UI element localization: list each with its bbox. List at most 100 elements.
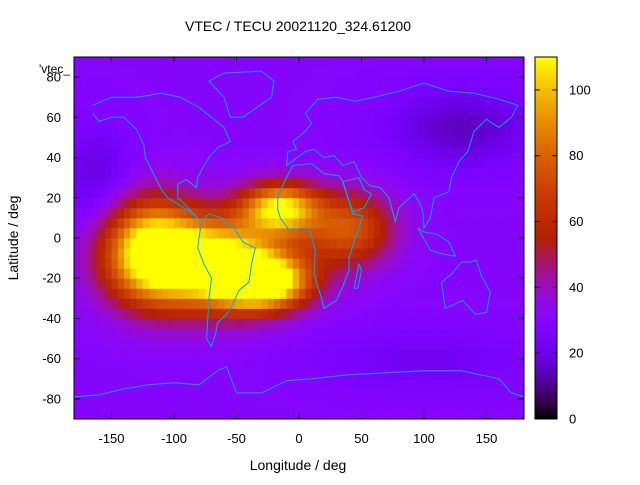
heatmap-cell xyxy=(124,157,131,169)
heatmap-cell xyxy=(217,308,225,319)
heatmap-cell xyxy=(361,177,369,189)
heatmap-cell xyxy=(261,338,269,350)
heatmap-cell xyxy=(436,338,444,350)
heatmap-cell xyxy=(405,278,412,289)
heatmap-cell xyxy=(430,207,437,219)
heatmap-cell xyxy=(92,227,100,239)
heatmap-cell xyxy=(392,398,400,410)
heatmap-cell xyxy=(517,147,525,159)
heatmap-cell xyxy=(467,67,475,78)
heatmap-cell xyxy=(161,308,169,319)
heatmap-cell xyxy=(324,177,331,189)
heatmap-cell xyxy=(155,298,162,309)
heatmap-cell xyxy=(224,258,231,269)
heatmap-cell xyxy=(405,137,412,148)
heatmap-cell xyxy=(449,238,456,249)
heatmap-cell xyxy=(467,248,475,259)
heatmap-cell xyxy=(149,57,156,68)
heatmap-cell xyxy=(517,117,525,128)
heatmap-cell xyxy=(392,187,400,199)
heatmap-cell xyxy=(242,288,250,299)
heatmap-cell xyxy=(317,328,325,340)
heatmap-cell xyxy=(361,157,369,169)
heatmap-cell xyxy=(380,318,387,329)
heatmap-cell xyxy=(117,147,125,159)
heatmap-cell xyxy=(317,127,325,138)
heatmap-cell xyxy=(255,117,262,128)
heatmap-cell xyxy=(236,248,244,259)
heatmap-cell xyxy=(305,268,312,279)
heatmap-cell xyxy=(80,147,87,159)
heatmap-cell xyxy=(355,358,362,370)
heatmap-cell xyxy=(342,318,350,329)
heatmap-cell xyxy=(499,388,506,400)
heatmap-cell xyxy=(492,187,500,199)
heatmap-cell xyxy=(486,207,494,219)
heatmap-cell xyxy=(111,378,119,390)
heatmap-cell xyxy=(192,318,200,329)
heatmap-cell xyxy=(392,177,400,189)
heatmap-cell xyxy=(242,77,250,88)
heatmap-cell xyxy=(74,167,81,179)
heatmap-cell xyxy=(205,57,212,68)
heatmap-cell xyxy=(474,388,481,400)
heatmap-cell xyxy=(130,127,137,138)
heatmap-cell xyxy=(517,318,525,329)
heatmap-cell xyxy=(236,318,244,329)
heatmap-cell xyxy=(399,137,406,148)
heatmap-cell xyxy=(386,388,394,400)
heatmap-cell xyxy=(80,197,87,209)
heatmap-cell xyxy=(261,408,269,420)
heatmap-cell xyxy=(517,258,525,269)
heatmap-cell xyxy=(74,328,81,340)
heatmap-cell xyxy=(292,177,300,189)
heatmap-cell xyxy=(399,358,406,370)
heatmap-cell xyxy=(192,398,200,410)
heatmap-cell xyxy=(205,318,212,329)
heatmap-cell xyxy=(324,117,331,128)
heatmap-cell xyxy=(105,87,112,98)
heatmap-cell xyxy=(417,238,425,249)
heatmap-cell xyxy=(80,107,87,118)
heatmap-cell xyxy=(167,87,175,98)
heatmap-cell xyxy=(505,238,512,249)
heatmap-cell xyxy=(149,408,156,420)
heatmap-cell xyxy=(486,368,494,380)
heatmap-cell xyxy=(149,288,156,299)
heatmap-cell xyxy=(292,398,300,410)
heatmap-cell xyxy=(186,137,194,148)
heatmap-cell xyxy=(480,107,487,118)
heatmap-cell xyxy=(199,227,206,239)
heatmap-cell xyxy=(167,137,175,148)
heatmap-cell xyxy=(292,207,300,219)
heatmap-cell xyxy=(117,67,125,78)
heatmap-cell xyxy=(505,338,512,350)
colorbar-tick-label: 0 xyxy=(569,412,576,427)
heatmap-cell xyxy=(436,238,444,249)
heatmap-cell xyxy=(405,157,412,169)
heatmap-cell xyxy=(380,87,387,98)
heatmap-cell xyxy=(124,227,131,239)
heatmap-cell xyxy=(155,117,162,128)
heatmap-cell xyxy=(255,217,262,229)
heatmap-cell xyxy=(311,187,319,199)
heatmap-cell xyxy=(167,207,175,219)
heatmap-cell xyxy=(74,207,81,219)
heatmap-cell xyxy=(324,288,331,299)
heatmap-cell xyxy=(330,318,337,329)
heatmap-cell xyxy=(455,147,462,159)
heatmap-cell xyxy=(361,77,369,88)
heatmap-cell xyxy=(255,308,262,319)
heatmap-cell xyxy=(342,408,350,420)
heatmap-cell xyxy=(517,268,525,279)
north-america-outline xyxy=(92,92,231,221)
heatmap-cell xyxy=(130,87,137,98)
heatmap-cell xyxy=(355,87,362,98)
heatmap-cell xyxy=(292,248,300,259)
heatmap-cell xyxy=(186,368,194,380)
heatmap-cell xyxy=(499,187,506,199)
heatmap-cell xyxy=(499,217,506,229)
heatmap-cell xyxy=(130,368,137,380)
heatmap-cell xyxy=(205,308,212,319)
